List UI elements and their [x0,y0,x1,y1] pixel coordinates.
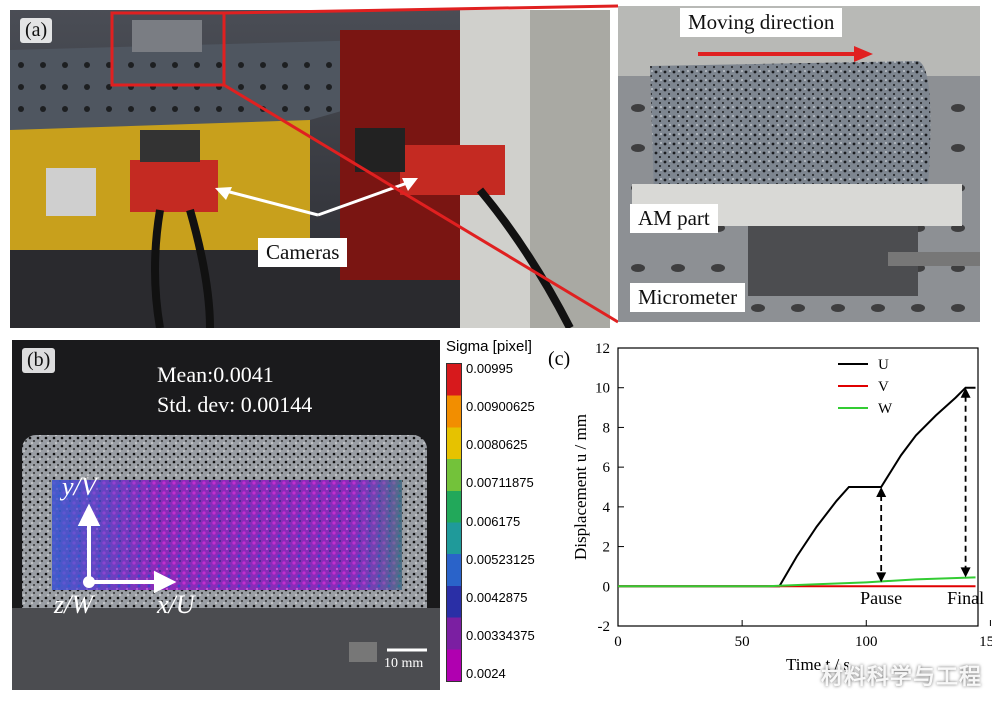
y-tick-label: 6 [603,460,611,476]
panel-a-photo: (a) Cameras [10,10,610,328]
panel-a-photo-illustration [10,10,610,328]
colorbar-tick-label: 0.00995 [466,361,513,376]
plot-frame [617,347,979,627]
axis-y-label: y/V [62,472,97,501]
panel-a-label: (a) [20,18,53,43]
colorbar-tick-label: 0.0042875 [466,589,528,605]
colorbar-tick-label: 0.0080625 [466,437,528,453]
y-tick-label: 0 [603,579,611,595]
colorbar-tick-label: 0.00711875 [466,475,534,491]
annotation-pause: Pause [860,588,902,608]
zoom-photo-illustration [618,6,980,322]
scale-bar-label: 10 mm [384,656,424,671]
annotation-final: Final [947,588,984,608]
y-tick-label: 2 [603,540,611,556]
am-part-label: AM part [630,204,718,233]
y-tick-label: 12 [595,341,610,357]
colorbar-gradient [446,363,462,682]
y-tick-label: 4 [603,500,611,516]
y-axis-label: Displacement u / mm [571,414,590,560]
y-tick-label: 10 [595,381,610,397]
colorbar-tick-label: 0.00334375 [466,627,535,643]
colorbar-ticks: 0.00995 0.00900625 0.0080625 0.00711875 0.00… [466,361,546,681]
zoom-highlight-box [110,11,226,87]
panel-a-zoom-photo: Moving direction AM part Micrometer [618,6,980,322]
axis-x-label: x/U [157,590,195,619]
panel-c-label: (c) [548,348,571,370]
zoom-connector-lines [223,4,619,324]
arrow-head-up [876,487,887,497]
std-dev-text: Std. dev: 0.00144 [157,392,313,417]
x-tick-label: 100 [855,634,878,650]
cameras-label: Cameras [258,238,348,267]
axis-z-label: z/W [54,590,93,619]
watermark: 材料科学与工程 [820,665,982,690]
micrometer-label: Micrometer [630,283,746,312]
legend-label-W: W [878,401,893,417]
colorbar-tick-label: 0.00523125 [466,551,535,567]
series-line-W [618,576,976,588]
mean-text: Mean:0.0041 [157,362,274,387]
colorbar-tick-label: 0.00900625 [466,399,535,415]
arrow-head-up [960,387,971,398]
y-tick-label: 8 [603,420,611,436]
panel-b-photo: (b) Mean:0.0041 Std. dev: 0.00144 y/V x/… [12,340,440,690]
arrow-head-down [960,567,971,578]
panel-b-label: (b) [22,348,56,373]
colorbar-tick-label: 0.006175 [466,513,521,529]
x-tick-label: 0 [614,634,622,650]
x-tick-label: 150 [979,634,992,650]
series-line-U [618,386,976,588]
legend-label-U: U [878,357,889,373]
panel-b-photo-illustration [12,340,440,690]
colorbar-title: Sigma [pixel] [446,338,532,355]
colorbar: Sigma [pixel] 0.00995 0.00900625 0.0080625… [438,338,548,690]
y-tick-label: -2 [598,619,611,635]
arrow-head-down [876,572,887,583]
x-axis-label: Time t / s [786,655,850,674]
x-tick-label: 50 [735,634,750,650]
moving-direction-label: Moving direction [680,8,843,37]
legend-label-V: V [878,379,889,395]
colorbar-tick-label: 0.0024 [466,666,506,681]
